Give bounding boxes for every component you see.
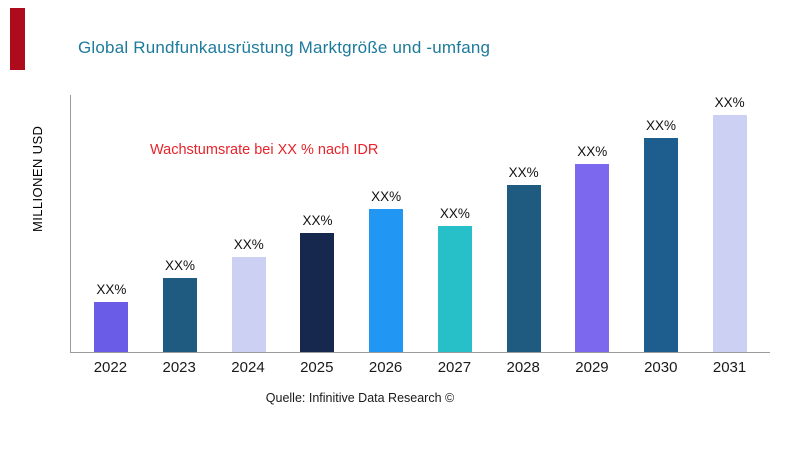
bar-2026 bbox=[369, 209, 404, 352]
x-tick-2026: 2026 bbox=[368, 359, 403, 376]
x-tick-2022: 2022 bbox=[93, 359, 128, 376]
bar-value-label: XX% bbox=[577, 144, 608, 160]
plot-area: XX% XX% XX% XX% XX% XX% XX% XX% XX% XX% bbox=[70, 95, 770, 353]
growth-rate-annotation: Wachstumsrate bei XX % nach IDR bbox=[150, 142, 379, 158]
bar-value-label: XX% bbox=[302, 213, 333, 229]
x-tick-2027: 2027 bbox=[437, 359, 472, 376]
bar-column-2029: XX% bbox=[558, 95, 627, 352]
x-tick-2024: 2024 bbox=[231, 359, 265, 376]
x-tick-2023: 2023 bbox=[162, 359, 196, 376]
bars: XX% XX% XX% XX% XX% XX% XX% XX% XX% XX% bbox=[71, 95, 770, 352]
bar-value-label: XX% bbox=[645, 117, 676, 133]
bar-2022 bbox=[94, 302, 129, 352]
bar-2025 bbox=[300, 233, 335, 352]
bar-value-label: XX% bbox=[508, 165, 539, 181]
x-tick-2025: 2025 bbox=[300, 359, 334, 376]
bar-column-2024: XX% bbox=[214, 95, 283, 352]
bar-column-2027: XX% bbox=[421, 95, 490, 352]
bar-2030 bbox=[643, 137, 678, 352]
bar-value-label: XX% bbox=[165, 258, 196, 274]
bar-2027 bbox=[437, 225, 472, 352]
source-credit: Quelle: Infinitive Data Research © bbox=[265, 391, 455, 405]
x-tick-2029: 2029 bbox=[575, 359, 609, 376]
bar-column-2025: XX% bbox=[283, 95, 352, 352]
bar-2023 bbox=[163, 278, 198, 352]
bar-value-label: XX% bbox=[233, 236, 264, 252]
bar-value-label: XX% bbox=[371, 189, 402, 205]
y-axis-title: MILLIONEN USD bbox=[30, 125, 45, 232]
bar-column-2028: XX% bbox=[489, 95, 558, 352]
chart-title: Global Rundfunkausrüstung Marktgröße und… bbox=[78, 38, 491, 57]
bar-column-2026: XX% bbox=[352, 95, 421, 352]
bar-column-2031: XX% bbox=[695, 95, 764, 352]
bar-2029 bbox=[575, 164, 610, 352]
bar-2028 bbox=[506, 185, 541, 352]
x-tick-2030: 2030 bbox=[644, 359, 678, 376]
bar-value-label: XX% bbox=[439, 205, 470, 221]
bar-column-2030: XX% bbox=[627, 95, 696, 352]
x-axis-labels: 2022 2023 2024 2025 2026 2027 2028 2029 2030 2031 bbox=[70, 359, 770, 376]
bar-column-2023: XX% bbox=[146, 95, 215, 352]
bar-value-label: XX% bbox=[96, 282, 127, 298]
red-accent-block bbox=[10, 8, 25, 70]
bar-value-label: XX% bbox=[714, 95, 745, 110]
bar-2024 bbox=[231, 256, 266, 352]
x-tick-2031: 2031 bbox=[712, 359, 747, 376]
x-tick-2028: 2028 bbox=[506, 359, 540, 376]
bar-column-2022: XX% bbox=[77, 95, 146, 352]
bar-2031 bbox=[712, 115, 747, 352]
